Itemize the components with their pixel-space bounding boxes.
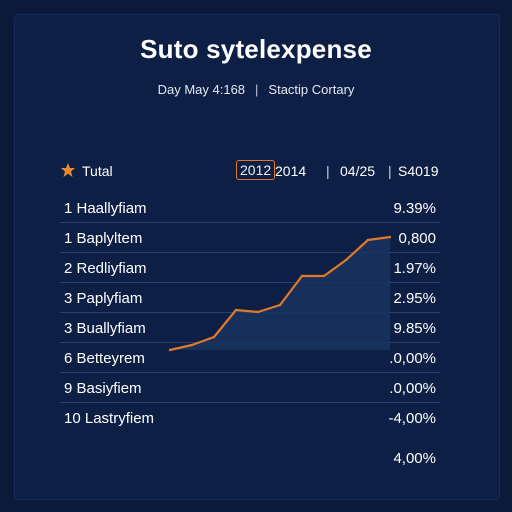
chart-point-1 xyxy=(190,343,194,347)
header-divider: | xyxy=(388,163,392,179)
row-label: 10 Lastryfiem xyxy=(64,410,155,427)
table-row[interactable]: 1 Baplyltem 0,800 xyxy=(60,223,440,253)
row-label: 1 Haallyfiam xyxy=(64,200,147,217)
row-value: 1.97% xyxy=(393,260,436,277)
chart-point-9 xyxy=(366,238,370,242)
row-value: 0,800 xyxy=(398,230,436,247)
subtitle-divider: | xyxy=(255,82,259,97)
table-row[interactable]: 1 Haallyfiam 9.39% xyxy=(60,193,440,223)
footer-total-value: 4,00% xyxy=(393,450,436,467)
table-row[interactable]: 2 Redliyfiam 1.97% xyxy=(60,253,440,283)
row-label: 2 Redliyfiam xyxy=(64,260,147,277)
row-label: 1 Baplyltem xyxy=(64,230,143,247)
chart-point-4 xyxy=(256,310,260,314)
chart-point-3 xyxy=(234,308,238,312)
subtitle-bar: Day May 4:168 | Stactip Cortary xyxy=(0,82,512,97)
trend-chart xyxy=(168,235,392,352)
year-selector-2014[interactable]: 2014 xyxy=(275,163,307,179)
page-title: Suto sytelexpense xyxy=(140,34,372,64)
chart-point-0 xyxy=(168,348,172,352)
company-name: Stactip Cortary xyxy=(268,82,355,97)
row-label: 3 Paplyfiam xyxy=(64,290,143,307)
chart-point-10 xyxy=(388,235,392,239)
chart-point-8 xyxy=(344,258,348,262)
amount-header: S4019 xyxy=(398,163,439,179)
total-column-header: Tutal xyxy=(82,163,113,179)
expense-table: 1 Haallyfiam 9.39% 1 Baplyltem 0,800 2 R… xyxy=(60,193,440,432)
table-row[interactable]: 9 Basiyfiem .0,00% xyxy=(60,373,440,403)
row-label: 9 Basiyfiem xyxy=(64,380,142,397)
row-value: 2.95% xyxy=(393,290,436,307)
row-value: .0,00% xyxy=(389,350,436,367)
chart-point-5 xyxy=(278,303,282,307)
star-icon xyxy=(61,163,75,177)
table-header: Tutal 2012 2014 | 04/25 | S4019 xyxy=(60,160,440,184)
period-header: 04/25 xyxy=(340,163,376,179)
row-value: 9.39% xyxy=(393,200,436,217)
report-date: Day May 4:168 xyxy=(157,82,246,97)
row-label: 6 Betteyrem xyxy=(64,350,145,367)
row-value: .0,00% xyxy=(389,380,436,397)
table-row[interactable]: 10 Lastryfiem -4,00% xyxy=(60,403,440,432)
row-value: -4,00% xyxy=(388,410,436,427)
chart-point-7 xyxy=(322,274,326,278)
row-value: 9.85% xyxy=(393,320,436,337)
year-selector-2012[interactable]: 2012 xyxy=(236,160,276,180)
header-divider: | xyxy=(326,163,330,179)
chart-area xyxy=(170,237,390,350)
report-panel xyxy=(14,14,500,500)
chart-point-6 xyxy=(300,274,304,278)
table-row[interactable]: 6 Betteyrem .0,00% xyxy=(60,343,440,373)
row-label: 3 Buallyfiam xyxy=(64,320,146,337)
chart-point-2 xyxy=(212,335,216,339)
